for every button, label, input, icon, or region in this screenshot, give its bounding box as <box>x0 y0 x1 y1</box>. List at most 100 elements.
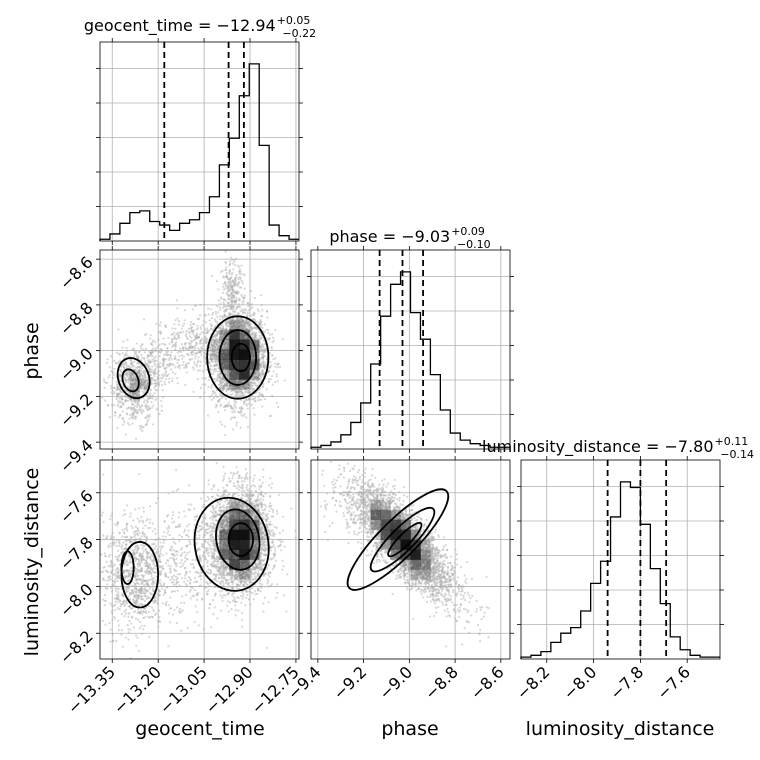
sample-point <box>233 409 236 412</box>
sample-point <box>252 351 255 354</box>
sample-point <box>245 309 248 312</box>
sample-point <box>212 335 215 339</box>
sample-point <box>204 349 207 352</box>
sample-point <box>201 377 204 380</box>
sample-point <box>274 357 277 360</box>
sample-point <box>132 374 135 378</box>
sample-point <box>244 328 248 331</box>
panel-frame <box>99 249 300 450</box>
sample-point <box>234 406 238 409</box>
sample-point <box>111 404 114 407</box>
sample-point <box>261 353 264 357</box>
sample-point <box>262 518 265 521</box>
sample-point <box>152 371 155 375</box>
sample-point <box>260 336 263 340</box>
sample-point <box>231 317 235 320</box>
sample-point <box>212 351 215 355</box>
sample-point <box>128 413 132 417</box>
sample-point <box>219 420 222 424</box>
sample-point <box>217 383 221 386</box>
sample-point <box>231 387 234 391</box>
density-cell <box>249 349 260 360</box>
sample-point <box>205 499 208 503</box>
sample-point <box>231 410 234 413</box>
sample-point <box>133 404 136 407</box>
sample-point <box>251 306 254 309</box>
sample-point <box>203 339 206 342</box>
sample-point <box>239 409 243 412</box>
sample-point <box>179 350 183 354</box>
sample-point <box>228 269 231 272</box>
y-axis-label-luminosity-distance: luminosity_distance <box>21 468 43 657</box>
sample-point <box>148 361 151 365</box>
sample-point <box>119 373 122 377</box>
sample-point <box>110 391 113 394</box>
sample-point <box>237 283 240 286</box>
sample-point <box>252 387 255 391</box>
sample-point <box>216 355 219 358</box>
sample-point <box>225 272 228 275</box>
sample-point <box>161 377 164 380</box>
sample-point <box>135 437 138 440</box>
sample-point <box>158 364 161 367</box>
sample-point <box>217 398 221 402</box>
sample-point <box>174 372 177 375</box>
sample-point <box>242 393 245 396</box>
sample-point <box>233 282 236 285</box>
sample-point <box>122 403 125 406</box>
sample-point <box>149 392 152 395</box>
sample-point <box>191 366 195 369</box>
sample-point <box>150 371 153 374</box>
sample-point <box>238 321 242 324</box>
title-geocent-time: geocent_time = −12.94+0.05 −0.22 <box>84 14 316 40</box>
sample-point <box>241 295 244 298</box>
sample-point <box>200 337 204 340</box>
sample-point <box>217 367 221 370</box>
sample-point <box>182 360 185 364</box>
sample-point <box>191 308 194 311</box>
sample-point <box>260 398 263 401</box>
sample-point <box>135 411 138 414</box>
sample-point <box>158 354 161 358</box>
sample-point <box>242 308 245 312</box>
sample-point <box>220 331 223 334</box>
sample-point <box>144 403 148 406</box>
sample-point <box>239 386 242 389</box>
sample-point <box>149 397 152 400</box>
density-cell <box>249 359 260 370</box>
sample-point <box>218 318 221 321</box>
sample-point <box>240 392 243 395</box>
sample-point <box>231 301 234 304</box>
sample-point <box>168 357 171 360</box>
sample-point <box>221 367 225 370</box>
sample-point <box>131 403 135 406</box>
sample-point <box>214 346 217 349</box>
sample-point <box>190 336 193 339</box>
sample-point <box>205 327 209 330</box>
sample-point <box>262 345 265 349</box>
sample-point <box>240 327 243 330</box>
sample-point <box>222 465 225 468</box>
sample-point <box>215 340 218 344</box>
sample-point <box>200 346 203 349</box>
sample-point <box>189 321 193 324</box>
sample-point <box>155 379 158 382</box>
sample-point <box>202 319 205 323</box>
sample-point <box>229 384 232 387</box>
sample-point <box>182 349 185 352</box>
sample-point <box>159 351 162 354</box>
sample-point <box>247 305 250 308</box>
x-tick-label: −7.6 <box>653 662 694 703</box>
sample-point <box>224 287 227 290</box>
sample-point <box>170 351 173 354</box>
sample-point <box>199 360 202 363</box>
sample-point <box>246 321 249 324</box>
sample-point <box>141 426 144 429</box>
sample-point <box>211 349 214 352</box>
sample-point <box>176 307 179 310</box>
sample-point <box>177 334 180 337</box>
sample-point <box>191 330 194 333</box>
sample-point <box>176 365 180 368</box>
sample-point <box>259 375 262 378</box>
sample-point <box>138 365 141 368</box>
